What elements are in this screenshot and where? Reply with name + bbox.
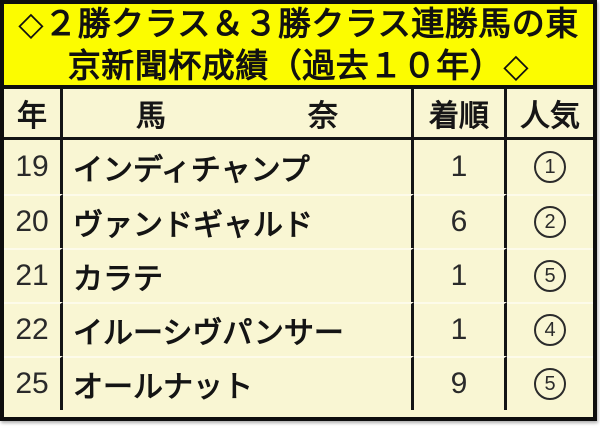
horse-name-cell: イルーシヴパンサー xyxy=(63,302,414,356)
header-popularity: 人気 xyxy=(520,100,580,133)
popularity-circle: 4 xyxy=(534,314,566,346)
title-line-2: 京新聞杯成績（過去１０年）◇ xyxy=(67,46,530,84)
header-horse-name-left: 馬 xyxy=(136,100,166,133)
table-row: 25 オールナット 9 5 xyxy=(4,356,593,410)
header-horse-name: 馬 奈 xyxy=(63,89,414,137)
year-cell: 20 xyxy=(4,194,63,248)
horse-name-cell: カラテ xyxy=(63,248,414,302)
horse-name-cell: オールナット xyxy=(63,356,414,410)
popularity-cell: 4 xyxy=(507,302,593,356)
header-year: 年 xyxy=(4,89,63,137)
header-finish: 着順 xyxy=(414,89,507,137)
table-header-row: 年 馬 奈 着順 人気 xyxy=(4,89,593,140)
year-cell: 22 xyxy=(4,302,63,356)
table-row: 22 イルーシヴパンサー 1 4 xyxy=(4,302,593,356)
popularity-circle: 2 xyxy=(534,206,566,238)
year-cell: 19 xyxy=(4,140,63,194)
finish-cell: 1 xyxy=(414,140,507,194)
table-row: 21 カラテ 1 5 xyxy=(4,248,593,302)
horse-name-cell: インディチャンプ xyxy=(63,140,414,194)
year-cell: 21 xyxy=(4,248,63,302)
title-line-1: ◇２勝クラス＆３勝クラス連勝馬の東 xyxy=(18,4,579,42)
year-cell: 25 xyxy=(4,356,63,410)
popularity-circle: 5 xyxy=(534,260,566,292)
popularity-circle: 5 xyxy=(534,368,566,400)
popularity-cell: 1 xyxy=(507,140,593,194)
table-row: 19 インディチャンプ 1 1 xyxy=(4,140,593,194)
horse-name-cell: ヴァンドギャルド xyxy=(63,194,414,248)
popularity-cell: 5 xyxy=(507,356,593,410)
popularity-cell: 2 xyxy=(507,194,593,248)
popularity-cell: 5 xyxy=(507,248,593,302)
finish-cell: 9 xyxy=(414,356,507,410)
header-horse-name-right: 奈 xyxy=(308,100,338,133)
finish-cell: 1 xyxy=(414,248,507,302)
finish-cell: 1 xyxy=(414,302,507,356)
results-table-figure: ◇２勝クラス＆３勝クラス連勝馬の東 京新聞杯成績（過去１０年）◇ 年 馬 奈 着… xyxy=(0,0,597,421)
title-banner: ◇２勝クラス＆３勝クラス連勝馬の東 京新聞杯成績（過去１０年）◇ xyxy=(4,4,593,89)
table-row: 20 ヴァンドギャルド 6 2 xyxy=(4,194,593,248)
popularity-circle: 1 xyxy=(534,151,566,183)
finish-cell: 6 xyxy=(414,194,507,248)
